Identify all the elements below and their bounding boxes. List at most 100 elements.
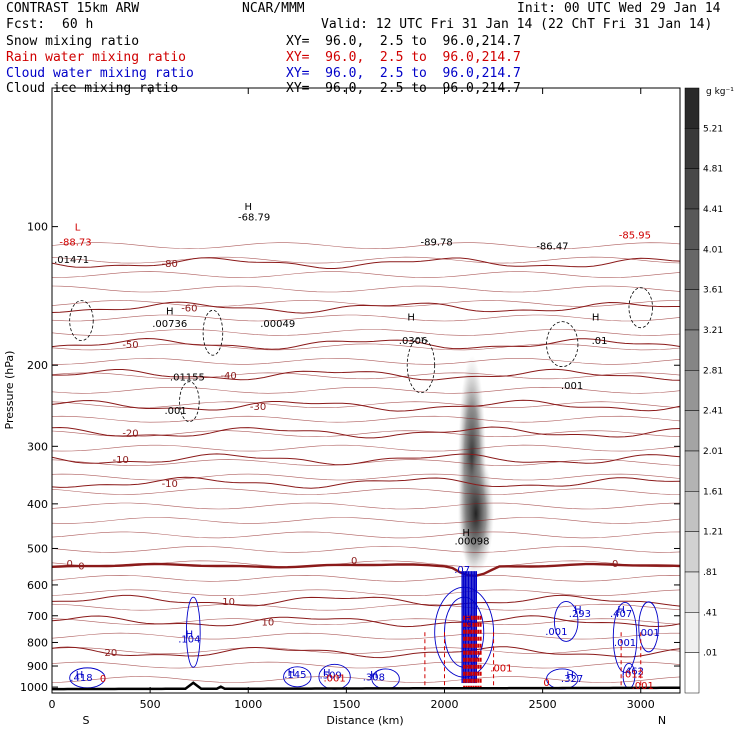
colorbar-swatch (684, 652, 700, 694)
field-annotation: .07 (454, 565, 470, 576)
temperature-contour-minor (52, 502, 680, 510)
colorbar: 5.21 4.81 4.41 4.01 3.61 3.21 2.81 2.41 2.01 1.61… (684, 87, 723, 694)
x-tick-label: 1000 (234, 698, 262, 711)
temperature-contour-minor (52, 517, 680, 524)
field-annotation: .293 (569, 609, 591, 620)
colorbar-swatch (684, 329, 700, 371)
colorbar-swatch (684, 571, 700, 613)
colorbar-swatch (684, 87, 700, 129)
temperature-contour (52, 594, 680, 607)
cloud-water-contour (283, 666, 312, 688)
x-tick-label: 2500 (529, 698, 557, 711)
field-annotation: .01155 (170, 373, 205, 384)
temperature-contour (52, 257, 680, 269)
field-annotation: .308 (363, 673, 385, 684)
field-snow-xy: XY= 96.0, 2.5 to 96.0,214.7 (286, 34, 521, 49)
field-annotation: .407 (610, 609, 632, 620)
y-tick-label: 700 (27, 610, 48, 623)
cloud-ice-contour (406, 337, 436, 394)
temperature-contour-label: -30 (250, 402, 266, 413)
temperature-contour-minor (52, 256, 680, 264)
temperature-contour (52, 301, 680, 314)
temperature-contour-minor (52, 488, 680, 495)
x-end-label-south: S (83, 714, 90, 727)
colorbar-swatch (684, 612, 700, 653)
field-annotation: .0306 (399, 336, 428, 347)
cloud-water-contour (185, 596, 201, 668)
field-annotation: H (244, 202, 252, 213)
y-axis-title: Pressure (hPa) (3, 351, 16, 430)
colorbar-label: 4.41 (703, 205, 723, 215)
field-annotation: -86.47 (536, 241, 568, 252)
forecast-label: Fcst: (6, 17, 46, 32)
x-tick-label: 1500 (332, 698, 360, 711)
cloud-water-contour (553, 600, 579, 642)
temperature-contour-minor (52, 647, 680, 654)
field-annotation: -68.79 (238, 213, 270, 224)
x-tick-label: 500 (140, 698, 161, 711)
field-annotation: .104 (178, 634, 200, 645)
y-tick-label: 800 (27, 636, 48, 649)
temperature-contour-minor (52, 574, 680, 582)
field-annotation: .001 (323, 673, 345, 684)
terrain-surface (52, 681, 680, 691)
cloud-ice-contour (179, 381, 200, 423)
y-tick-label: 500 (27, 542, 48, 555)
cloud-ice-contour (69, 300, 94, 342)
temperature-contour-minor (52, 618, 680, 626)
field-annotation: H (288, 668, 296, 679)
temperature-contour-label: -50 (122, 340, 138, 351)
plot-area: -80-60-50-40-30-20-10-100101020L-88.73H-… (52, 202, 680, 692)
temperature-contour-label: -10 (113, 455, 129, 466)
colorbar-swatch (684, 410, 700, 452)
colorbar-swatch (684, 249, 700, 290)
init-time: Init: 00 UTC Wed 29 Jan 14 (517, 1, 721, 16)
colorbar-label: 1.61 (703, 487, 723, 497)
temperature-contour-minor (52, 329, 680, 336)
field-annotation: .001 (165, 406, 187, 417)
field-annotation: H (566, 671, 574, 682)
field-annotation: .01471 (54, 255, 89, 266)
cloud-ice-contour (546, 321, 579, 368)
cloud-ice-contour (202, 309, 224, 356)
field-annotation: .001 (561, 381, 583, 392)
field-cloudwater-name: Cloud water mixing ratio (6, 66, 194, 81)
field-annotation: H (592, 313, 600, 324)
temperature-contour-minor (52, 560, 680, 568)
colorbar-swatch (684, 450, 700, 492)
temperature-contour-minor (52, 242, 680, 250)
y-tick-label: 300 (27, 440, 48, 453)
temperature-contour (52, 615, 680, 628)
temperature-contour-label: 20 (105, 648, 118, 659)
field-annotation: H (464, 613, 472, 624)
temperature-contour-minor (52, 314, 680, 322)
field-annotation: .418 (70, 673, 92, 684)
temperature-contour-minor (52, 401, 680, 408)
field-annotation: H (186, 629, 194, 640)
organization: NCAR/MMM (242, 1, 305, 16)
field-annotation: H (76, 670, 84, 681)
temperature-contour (52, 646, 680, 659)
temperature-contour-minor (52, 444, 680, 452)
x-tick-label: 0 (49, 698, 56, 711)
temperature-contour-minor (52, 546, 680, 553)
colorbar-swatch (684, 370, 700, 411)
field-annotation: L (75, 223, 81, 234)
temperature-contour-minor (52, 285, 680, 293)
y-tick-label: 600 (27, 579, 48, 592)
snow-shading-core (457, 453, 494, 574)
temperature-contour-label: 10 (222, 597, 235, 608)
field-annotation: .00049 (260, 319, 295, 330)
field-rain-name: Rain water mixing ratio (6, 50, 187, 65)
temperature-contour-label: -20 (122, 429, 138, 440)
temperature-contour-minor (52, 415, 680, 423)
temperature-contour-minor (52, 300, 680, 307)
colorbar-swatch (684, 128, 700, 169)
temperature-contour-minor (52, 271, 680, 278)
model-name: CONTRAST 15km ARW (6, 1, 140, 16)
temperature-contour-minor (52, 343, 680, 351)
temperature-contour-minor (52, 603, 680, 611)
field-annotation: .145 (284, 670, 306, 681)
field-annotation: .001 (632, 681, 654, 692)
field-annotation: 0 (543, 678, 549, 689)
